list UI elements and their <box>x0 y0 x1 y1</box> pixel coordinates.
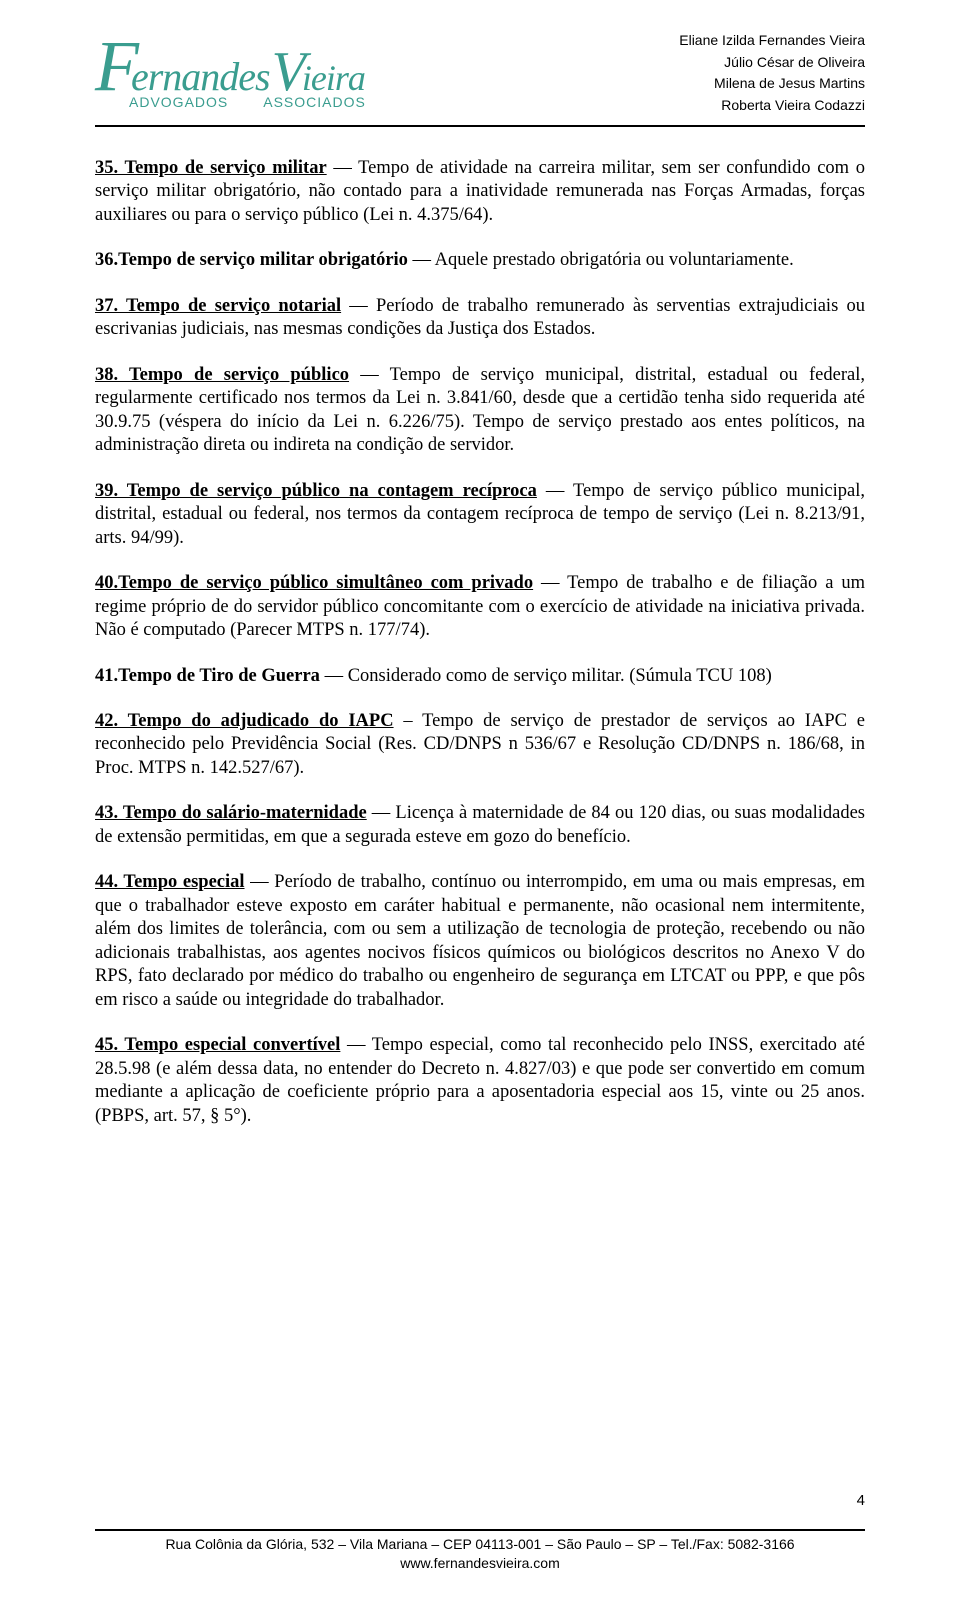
footer-line1: Rua Colônia da Glória, 532 – Vila Marian… <box>95 1535 865 1554</box>
name-1: Eliane Izilda Fernandes Vieira <box>679 30 865 52</box>
header-names: Eliane Izilda Fernandes Vieira Júlio Cés… <box>679 30 865 117</box>
footer-line2: www.fernandesvieira.com <box>95 1554 865 1573</box>
page-header: F ernandes V ieira ADVOGADOS ASSOCIADOS … <box>95 30 865 117</box>
para-38: 38. Tempo de serviço público — Tempo de … <box>95 364 865 458</box>
page-footer: Rua Colônia da Glória, 532 – Vila Marian… <box>95 1535 865 1573</box>
page-number: 4 <box>857 1492 865 1509</box>
para-37: 37. Tempo de serviço notarial — Período … <box>95 295 865 342</box>
body-44: — Período de trabalho, contínuo ou inter… <box>95 872 865 1009</box>
lead-44: 44. Tempo especial <box>95 872 245 892</box>
name-4: Roberta Vieira Codazzi <box>679 95 865 117</box>
content: 35. Tempo de serviço militar — Tempo de … <box>95 157 865 1129</box>
lead-40: 40.Tempo de serviço público simultâneo c… <box>95 573 533 593</box>
para-36: 36.Tempo de serviço militar obrigatório … <box>95 249 865 272</box>
lead-41: 41.Tempo de Tiro de Guerra <box>95 666 320 686</box>
name-3: Milena de Jesus Martins <box>679 73 865 95</box>
logo-v: V <box>272 44 306 100</box>
para-40: 40.Tempo de serviço público simultâneo c… <box>95 572 865 642</box>
body-41: — Considerado como de serviço militar. (… <box>320 666 772 686</box>
logo-rest2: ieira <box>302 60 365 96</box>
logo: F ernandes V ieira ADVOGADOS ASSOCIADOS <box>95 30 366 110</box>
document-page: F ernandes V ieira ADVOGADOS ASSOCIADOS … <box>0 0 960 1601</box>
para-43: 43. Tempo do salário-maternidade — Licen… <box>95 802 865 849</box>
lead-42: 42. Tempo do adjudicado do IAPC <box>95 711 394 731</box>
lead-36: 36.Tempo de serviço militar obrigatório <box>95 250 408 270</box>
para-41: 41.Tempo de Tiro de Guerra — Considerado… <box>95 665 865 688</box>
logo-rest1: ernandes <box>131 57 270 97</box>
logo-sub-left: ADVOGADOS <box>129 94 228 110</box>
para-42: 42. Tempo do adjudicado do IAPC – Tempo … <box>95 710 865 780</box>
name-2: Júlio César de Oliveira <box>679 52 865 74</box>
para-44: 44. Tempo especial — Período de trabalho… <box>95 871 865 1012</box>
lead-39: 39. Tempo de serviço público na contagem… <box>95 481 537 501</box>
logo-sub-right: ASSOCIADOS <box>263 94 366 110</box>
para-39: 39. Tempo de serviço público na contagem… <box>95 480 865 550</box>
lead-38: 38. Tempo de serviço público <box>95 365 349 385</box>
para-35: 35. Tempo de serviço militar — Tempo de … <box>95 157 865 227</box>
footer-rule <box>95 1529 865 1531</box>
lead-43: 43. Tempo do salário-maternidade <box>95 803 367 823</box>
header-rule <box>95 125 865 127</box>
body-36: — Aquele prestado obrigatória ou volunta… <box>408 250 794 270</box>
logo-subtitle: ADVOGADOS ASSOCIADOS <box>129 94 366 110</box>
lead-45: 45. Tempo especial convertível <box>95 1035 340 1055</box>
lead-37: 37. Tempo de serviço notarial <box>95 296 341 316</box>
logo-wordmark: F ernandes V ieira <box>95 30 366 102</box>
lead-35: 35. Tempo de serviço militar <box>95 158 327 178</box>
para-45: 45. Tempo especial convertível — Tempo e… <box>95 1034 865 1128</box>
